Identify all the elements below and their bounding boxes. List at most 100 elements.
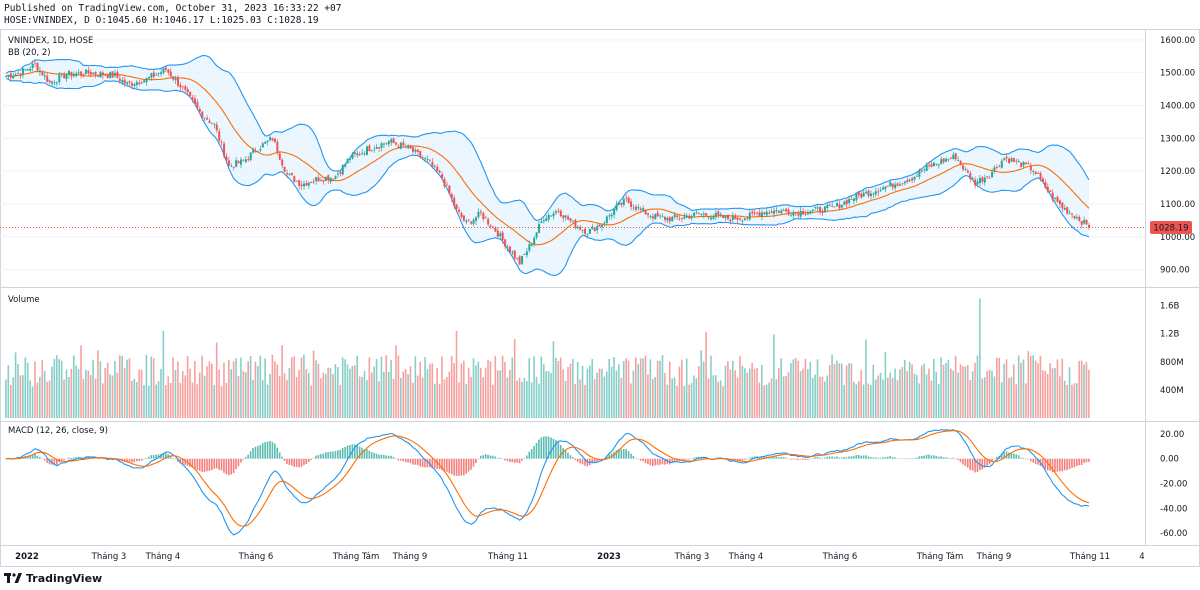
volume-bar (690, 382, 693, 418)
volume-bar (782, 376, 785, 418)
volume-bar (383, 371, 385, 418)
volume-bar (455, 330, 458, 418)
volume-bar (542, 364, 545, 418)
macd-histogram-bar (736, 458, 739, 461)
volume-bar (370, 372, 373, 418)
volume-bar (855, 384, 858, 418)
volume-bar (249, 356, 252, 418)
candle-body (688, 215, 691, 219)
candle-body (647, 213, 650, 215)
macd-histogram-bar (407, 458, 409, 463)
macd-histogram-bar (790, 458, 792, 460)
volume-bar (651, 379, 654, 418)
volume-bar (211, 363, 213, 418)
volume-bar (957, 372, 959, 418)
candle-body (857, 191, 860, 196)
candle-body (266, 140, 269, 142)
volume-bar (964, 366, 967, 418)
macd-histogram-bar (431, 458, 434, 469)
macd-histogram-bar (286, 458, 288, 464)
candle-body (678, 218, 681, 220)
macd-histogram-bar (487, 454, 489, 459)
volume-bar (479, 367, 482, 418)
candle-body (991, 172, 994, 178)
macd-histogram-bar (1032, 458, 1034, 463)
volume-bar (860, 370, 862, 418)
volume-bar (647, 374, 649, 418)
macd-histogram-bar (271, 441, 274, 459)
candle-body (598, 224, 601, 227)
candle-body (840, 204, 843, 208)
candle-body (535, 232, 538, 238)
candle-body (731, 215, 734, 220)
candle-body (785, 208, 788, 212)
volume-bar (346, 364, 349, 418)
macd-histogram-bar (383, 454, 385, 459)
macd-histogram-bar (748, 457, 751, 459)
volume-bar (1005, 359, 1008, 418)
macd-histogram-bar (1085, 458, 1088, 463)
candle-body (152, 72, 155, 77)
tradingview-logo-icon (4, 573, 22, 583)
volume-bar (247, 361, 249, 418)
volume-bar (14, 352, 17, 418)
candle-body (193, 98, 196, 104)
volume-bar (702, 361, 705, 418)
candle-body (46, 75, 49, 82)
time-tick-label: Tháng 6 (822, 552, 858, 562)
volume-bar (169, 382, 172, 418)
macd-histogram-bar (896, 458, 899, 459)
volume-bar (770, 378, 773, 418)
candle-body (240, 159, 243, 165)
macd-histogram-bar (157, 454, 160, 459)
volume-bar (225, 382, 228, 418)
time-tick-label: Tháng 3 (91, 552, 127, 562)
volume-bar (499, 370, 501, 418)
candle-body (1037, 173, 1040, 174)
volume-bar (19, 375, 22, 418)
volume-bar (409, 366, 412, 418)
candle-body (751, 211, 754, 214)
macd-histogram-bar (685, 458, 688, 460)
volume-bar (974, 362, 976, 418)
candle-body (392, 138, 395, 144)
macd-histogram-bar (596, 458, 598, 462)
volume-bar (523, 377, 526, 418)
candle-body (428, 160, 431, 162)
macd-histogram-bar (220, 458, 223, 471)
volume-bar (218, 369, 220, 418)
macd-histogram-bar (288, 458, 291, 466)
volume-bar (298, 370, 300, 418)
volume-bar (935, 371, 938, 418)
candle-body (753, 212, 756, 214)
candle-body (19, 73, 22, 76)
macd-histogram-bar (887, 456, 889, 459)
candle-body (814, 207, 817, 209)
macd-histogram-bar (649, 458, 652, 466)
macd-histogram-bar (608, 454, 610, 459)
volume-bar (763, 385, 766, 418)
candle-body (559, 210, 562, 217)
candle-body (930, 164, 933, 167)
macd-histogram-bar (797, 458, 799, 461)
volume-bar (31, 386, 34, 418)
candle-body (324, 176, 327, 182)
price-tick-label: 1300.00 (1160, 134, 1195, 144)
macd-histogram-bar (572, 457, 574, 459)
macd-histogram-bar (877, 457, 879, 459)
volume-bar (1054, 367, 1056, 418)
macd-line (5, 429, 1090, 536)
volume-bar (794, 357, 797, 418)
macd-histogram-bar (974, 458, 976, 473)
macd-histogram-bar (993, 458, 996, 460)
macd-histogram-bar (261, 443, 264, 459)
candle-body (530, 244, 533, 246)
macd-histogram-bar (850, 456, 853, 459)
volume-bar (729, 369, 732, 418)
candle-body (109, 72, 112, 78)
macd-histogram-bar (991, 458, 993, 462)
macd-histogram-bar (293, 458, 296, 467)
candle-body (133, 84, 136, 86)
volume-bar (882, 379, 884, 418)
volume-bar (317, 363, 320, 418)
